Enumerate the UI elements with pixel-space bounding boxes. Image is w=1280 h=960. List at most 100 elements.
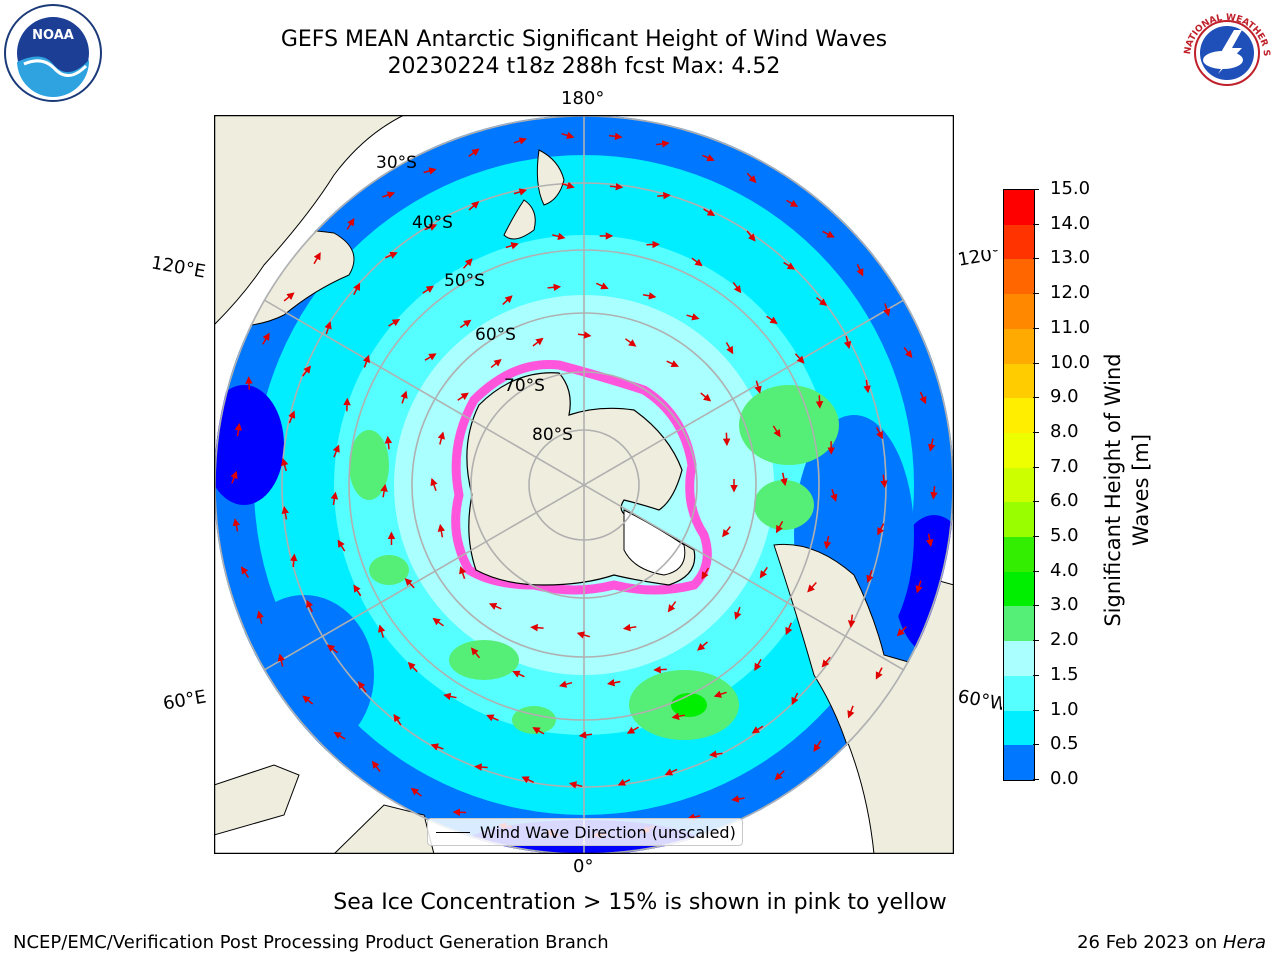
wind-wave-arrow xyxy=(430,477,438,491)
wind-wave-arrow xyxy=(607,678,621,687)
wind-wave-arrow xyxy=(609,182,624,191)
wind-wave-arrow xyxy=(505,242,519,250)
footer-credit: NCEP/EMC/Verification Post Processing Pr… xyxy=(13,932,609,953)
colorbar-segment xyxy=(1004,190,1034,225)
colorbar-segment xyxy=(1004,710,1034,746)
wind-wave-arrow xyxy=(697,641,708,651)
wind-wave-arrow xyxy=(903,346,913,359)
wind-wave-arrow xyxy=(875,667,883,680)
colorbar-tick-label: 9.0 xyxy=(1050,386,1079,408)
wind-wave-arrow xyxy=(532,337,544,347)
wind-wave-arrow xyxy=(766,315,778,324)
wind-wave-arrow xyxy=(786,199,799,207)
wind-wave-arrow xyxy=(490,358,502,368)
colorbar-tick-label: 4.0 xyxy=(1050,559,1079,581)
wind-wave-arrow xyxy=(245,376,253,390)
colorbar-segment xyxy=(1004,571,1034,607)
wind-wave-arrow xyxy=(459,319,472,329)
sea-ice-note: Sea Ice Concentration > 15% is shown in … xyxy=(333,890,947,915)
wind-wave-arrow xyxy=(576,631,591,639)
colorbar-tick-label: 0.0 xyxy=(1050,768,1079,789)
wind-wave-arrow xyxy=(875,426,883,440)
lat-label-80s: 80°S xyxy=(532,425,573,445)
wind-wave-arrow xyxy=(378,624,386,638)
wind-wave-arrow xyxy=(430,743,444,751)
wind-wave-arrow xyxy=(866,569,874,584)
wind-wave-arrow xyxy=(530,623,544,632)
wind-wave-arrow xyxy=(759,566,768,579)
wind-wave-arrow xyxy=(306,599,314,613)
wind-wave-arrow xyxy=(290,553,298,568)
colorbar-tick-label: 6.0 xyxy=(1050,490,1079,512)
colorbar-segment xyxy=(1004,606,1034,642)
wind-wave-arrow xyxy=(701,567,710,580)
lat-label-50s: 50°S xyxy=(444,271,485,291)
wind-wave-arrow xyxy=(775,521,784,534)
wind-wave-arrow xyxy=(459,566,467,580)
wind-wave-arrow xyxy=(262,332,270,345)
wind-wave-arrow xyxy=(642,292,657,300)
wind-wave-arrow xyxy=(353,584,362,597)
legend-line-icon xyxy=(436,831,470,833)
wind-wave-arrow xyxy=(324,321,332,335)
wind-wave-arrow xyxy=(302,365,312,377)
wind-wave-arrow xyxy=(230,470,238,484)
wind-wave-arrow xyxy=(823,535,832,550)
colorbar-tick-label: 1.0 xyxy=(1050,698,1079,720)
footer-host: Hera xyxy=(1222,932,1266,953)
wind-wave-arrow xyxy=(700,392,712,402)
wind-wave-arrow xyxy=(332,444,340,458)
wind-wave-arrow xyxy=(754,658,762,671)
colorbar-tick-label: 8.0 xyxy=(1050,420,1079,442)
colorbar-tick-mark xyxy=(1033,466,1039,468)
wind-wave-arrow xyxy=(664,768,678,776)
wind-wave-arrow xyxy=(346,218,355,230)
wind-wave-arrow xyxy=(746,230,756,242)
wind-wave-arrow xyxy=(302,695,314,705)
wind-wave-arrow xyxy=(666,360,679,368)
colorbar-segment xyxy=(1004,259,1034,295)
wind-wave-arrow xyxy=(625,338,637,347)
colorbar-segment xyxy=(1004,641,1034,676)
lon-label-120w: 120°W xyxy=(958,250,1002,271)
colorbar-segment xyxy=(1004,502,1034,538)
wind-wave-arrow xyxy=(622,623,637,632)
wind-wave-arrow xyxy=(847,614,856,628)
colorbar-tick-mark xyxy=(1033,570,1039,572)
wind-wave-arrow xyxy=(754,380,762,394)
wind-wave-arrow xyxy=(927,438,936,452)
colorbar-tick-mark xyxy=(1033,431,1039,433)
lon-label-60e: 60°E xyxy=(161,686,208,715)
colorbar-tick-label: 11.0 xyxy=(1050,316,1091,338)
colorbar-label: Significant Height of Wind Waves [m] xyxy=(1099,325,1159,655)
colorbar-tick-mark xyxy=(1033,258,1039,260)
wind-wave-arrow xyxy=(410,787,422,797)
wind-wave-arrow xyxy=(385,251,398,259)
wind-wave-arrow xyxy=(595,282,609,290)
wind-wave-arrow xyxy=(437,431,445,445)
colorbar-tick-mark xyxy=(1033,189,1039,190)
colorbar-segment xyxy=(1004,363,1034,399)
wind-wave-arrow xyxy=(281,457,289,472)
wind-wave-arrow xyxy=(686,313,700,321)
wind-wave-arrow xyxy=(815,395,824,409)
wind-wave-arrow xyxy=(919,391,927,405)
wind-wave-arrow xyxy=(703,208,716,216)
wind-wave-arrow xyxy=(687,813,701,821)
lon-label-120e: 120°E xyxy=(149,252,208,283)
wind-wave-arrow xyxy=(843,335,852,350)
wind-wave-arrow xyxy=(532,727,545,735)
wind-wave-arrow xyxy=(561,181,575,190)
wind-wave-arrow xyxy=(333,731,346,740)
wind-wave-arrow xyxy=(400,390,408,404)
footer-date: 26 Feb 2023 on Hera xyxy=(1077,932,1266,953)
colorbar-tick-mark xyxy=(1033,640,1039,642)
wind-wave-arrow xyxy=(468,201,480,211)
wind-wave-arrow xyxy=(657,191,671,200)
colorbar-tick-mark xyxy=(1033,397,1039,399)
wind-wave-arrow xyxy=(432,617,444,627)
wind-wave-arrow xyxy=(671,712,685,720)
svg-text:NOAA: NOAA xyxy=(32,28,74,43)
wind-wave-arrow xyxy=(512,670,525,678)
wind-wave-arrow xyxy=(883,303,891,317)
